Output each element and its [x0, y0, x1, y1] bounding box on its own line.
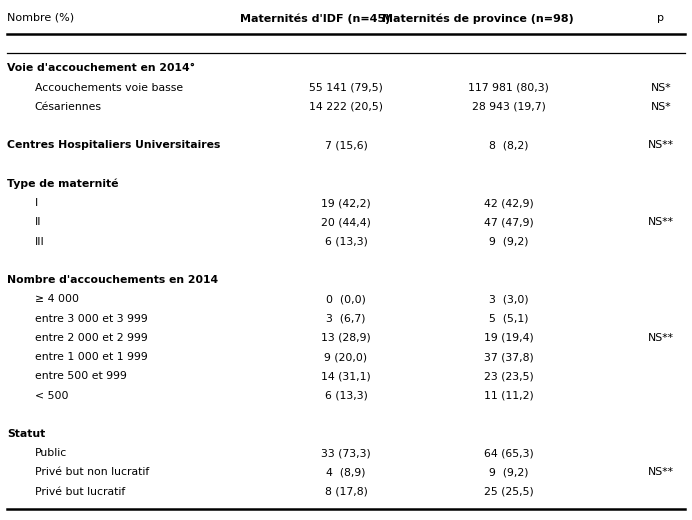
- Text: NS**: NS**: [648, 140, 674, 150]
- Text: Accouchements voie basse: Accouchements voie basse: [35, 83, 183, 93]
- Text: 25 (25,5): 25 (25,5): [484, 487, 534, 497]
- Text: II: II: [35, 217, 41, 227]
- Text: 5  (5,1): 5 (5,1): [489, 314, 529, 323]
- Text: 9 (20,0): 9 (20,0): [325, 352, 367, 362]
- Text: entre 1 000 et 1 999: entre 1 000 et 1 999: [35, 352, 147, 362]
- Text: < 500: < 500: [35, 391, 68, 400]
- Text: 33 (73,3): 33 (73,3): [321, 448, 371, 458]
- Text: Statut: Statut: [7, 429, 45, 439]
- Text: 3  (6,7): 3 (6,7): [326, 314, 366, 323]
- Text: 64 (65,3): 64 (65,3): [484, 448, 534, 458]
- Text: III: III: [35, 237, 44, 246]
- Text: 47 (47,9): 47 (47,9): [484, 217, 534, 227]
- Text: Voie d'accouchement en 2014°: Voie d'accouchement en 2014°: [7, 63, 195, 73]
- Text: 19 (19,4): 19 (19,4): [484, 333, 534, 343]
- Text: Privé but non lucratif: Privé but non lucratif: [35, 467, 149, 477]
- Text: 13 (28,9): 13 (28,9): [321, 333, 371, 343]
- Text: entre 500 et 999: entre 500 et 999: [35, 371, 127, 381]
- Text: 117 981 (80,3): 117 981 (80,3): [468, 83, 549, 93]
- Text: 14 (31,1): 14 (31,1): [321, 371, 371, 381]
- Text: NS*: NS*: [650, 83, 671, 93]
- Text: 9  (9,2): 9 (9,2): [489, 467, 529, 477]
- Text: 37 (37,8): 37 (37,8): [484, 352, 534, 362]
- Text: 42 (42,9): 42 (42,9): [484, 198, 534, 208]
- Text: 6 (13,3): 6 (13,3): [325, 391, 367, 400]
- Text: NS*: NS*: [650, 102, 671, 112]
- Text: Public: Public: [35, 448, 67, 458]
- Text: 28 943 (19,7): 28 943 (19,7): [472, 102, 545, 112]
- Text: 3  (3,0): 3 (3,0): [489, 294, 529, 304]
- Text: I: I: [35, 198, 38, 208]
- Text: 9  (9,2): 9 (9,2): [489, 237, 529, 246]
- Text: 6 (13,3): 6 (13,3): [325, 237, 367, 246]
- Text: Type de maternité: Type de maternité: [7, 179, 118, 189]
- Text: NS**: NS**: [648, 467, 674, 477]
- Text: NS**: NS**: [648, 333, 674, 343]
- Text: Maternités de province (n=98): Maternités de province (n=98): [381, 13, 574, 23]
- Text: 7 (15,6): 7 (15,6): [325, 140, 367, 150]
- Text: 8  (8,2): 8 (8,2): [489, 140, 529, 150]
- Text: Nombre d'accouchements en 2014: Nombre d'accouchements en 2014: [7, 275, 218, 285]
- Text: entre 3 000 et 3 999: entre 3 000 et 3 999: [35, 314, 147, 323]
- Text: Privé but lucratif: Privé but lucratif: [35, 487, 125, 497]
- Text: 23 (23,5): 23 (23,5): [484, 371, 534, 381]
- Text: 8 (17,8): 8 (17,8): [325, 487, 367, 497]
- Text: Césariennes: Césariennes: [35, 102, 102, 112]
- Text: NS**: NS**: [648, 217, 674, 227]
- Text: Maternités d'IDF (n=45): Maternités d'IDF (n=45): [239, 13, 390, 23]
- Text: Centres Hospitaliers Universitaires: Centres Hospitaliers Universitaires: [7, 140, 220, 150]
- Text: 0  (0,0): 0 (0,0): [326, 294, 366, 304]
- Text: 19 (42,2): 19 (42,2): [321, 198, 371, 208]
- Text: 4  (8,9): 4 (8,9): [326, 467, 366, 477]
- Text: 14 222 (20,5): 14 222 (20,5): [309, 102, 383, 112]
- Text: 55 141 (79,5): 55 141 (79,5): [309, 83, 383, 93]
- Text: entre 2 000 et 2 999: entre 2 000 et 2 999: [35, 333, 147, 343]
- Text: 11 (11,2): 11 (11,2): [484, 391, 534, 400]
- Text: p: p: [657, 13, 664, 23]
- Text: 20 (44,4): 20 (44,4): [321, 217, 371, 227]
- Text: ≥ 4 000: ≥ 4 000: [35, 294, 79, 304]
- Text: Nombre (%): Nombre (%): [7, 13, 74, 23]
